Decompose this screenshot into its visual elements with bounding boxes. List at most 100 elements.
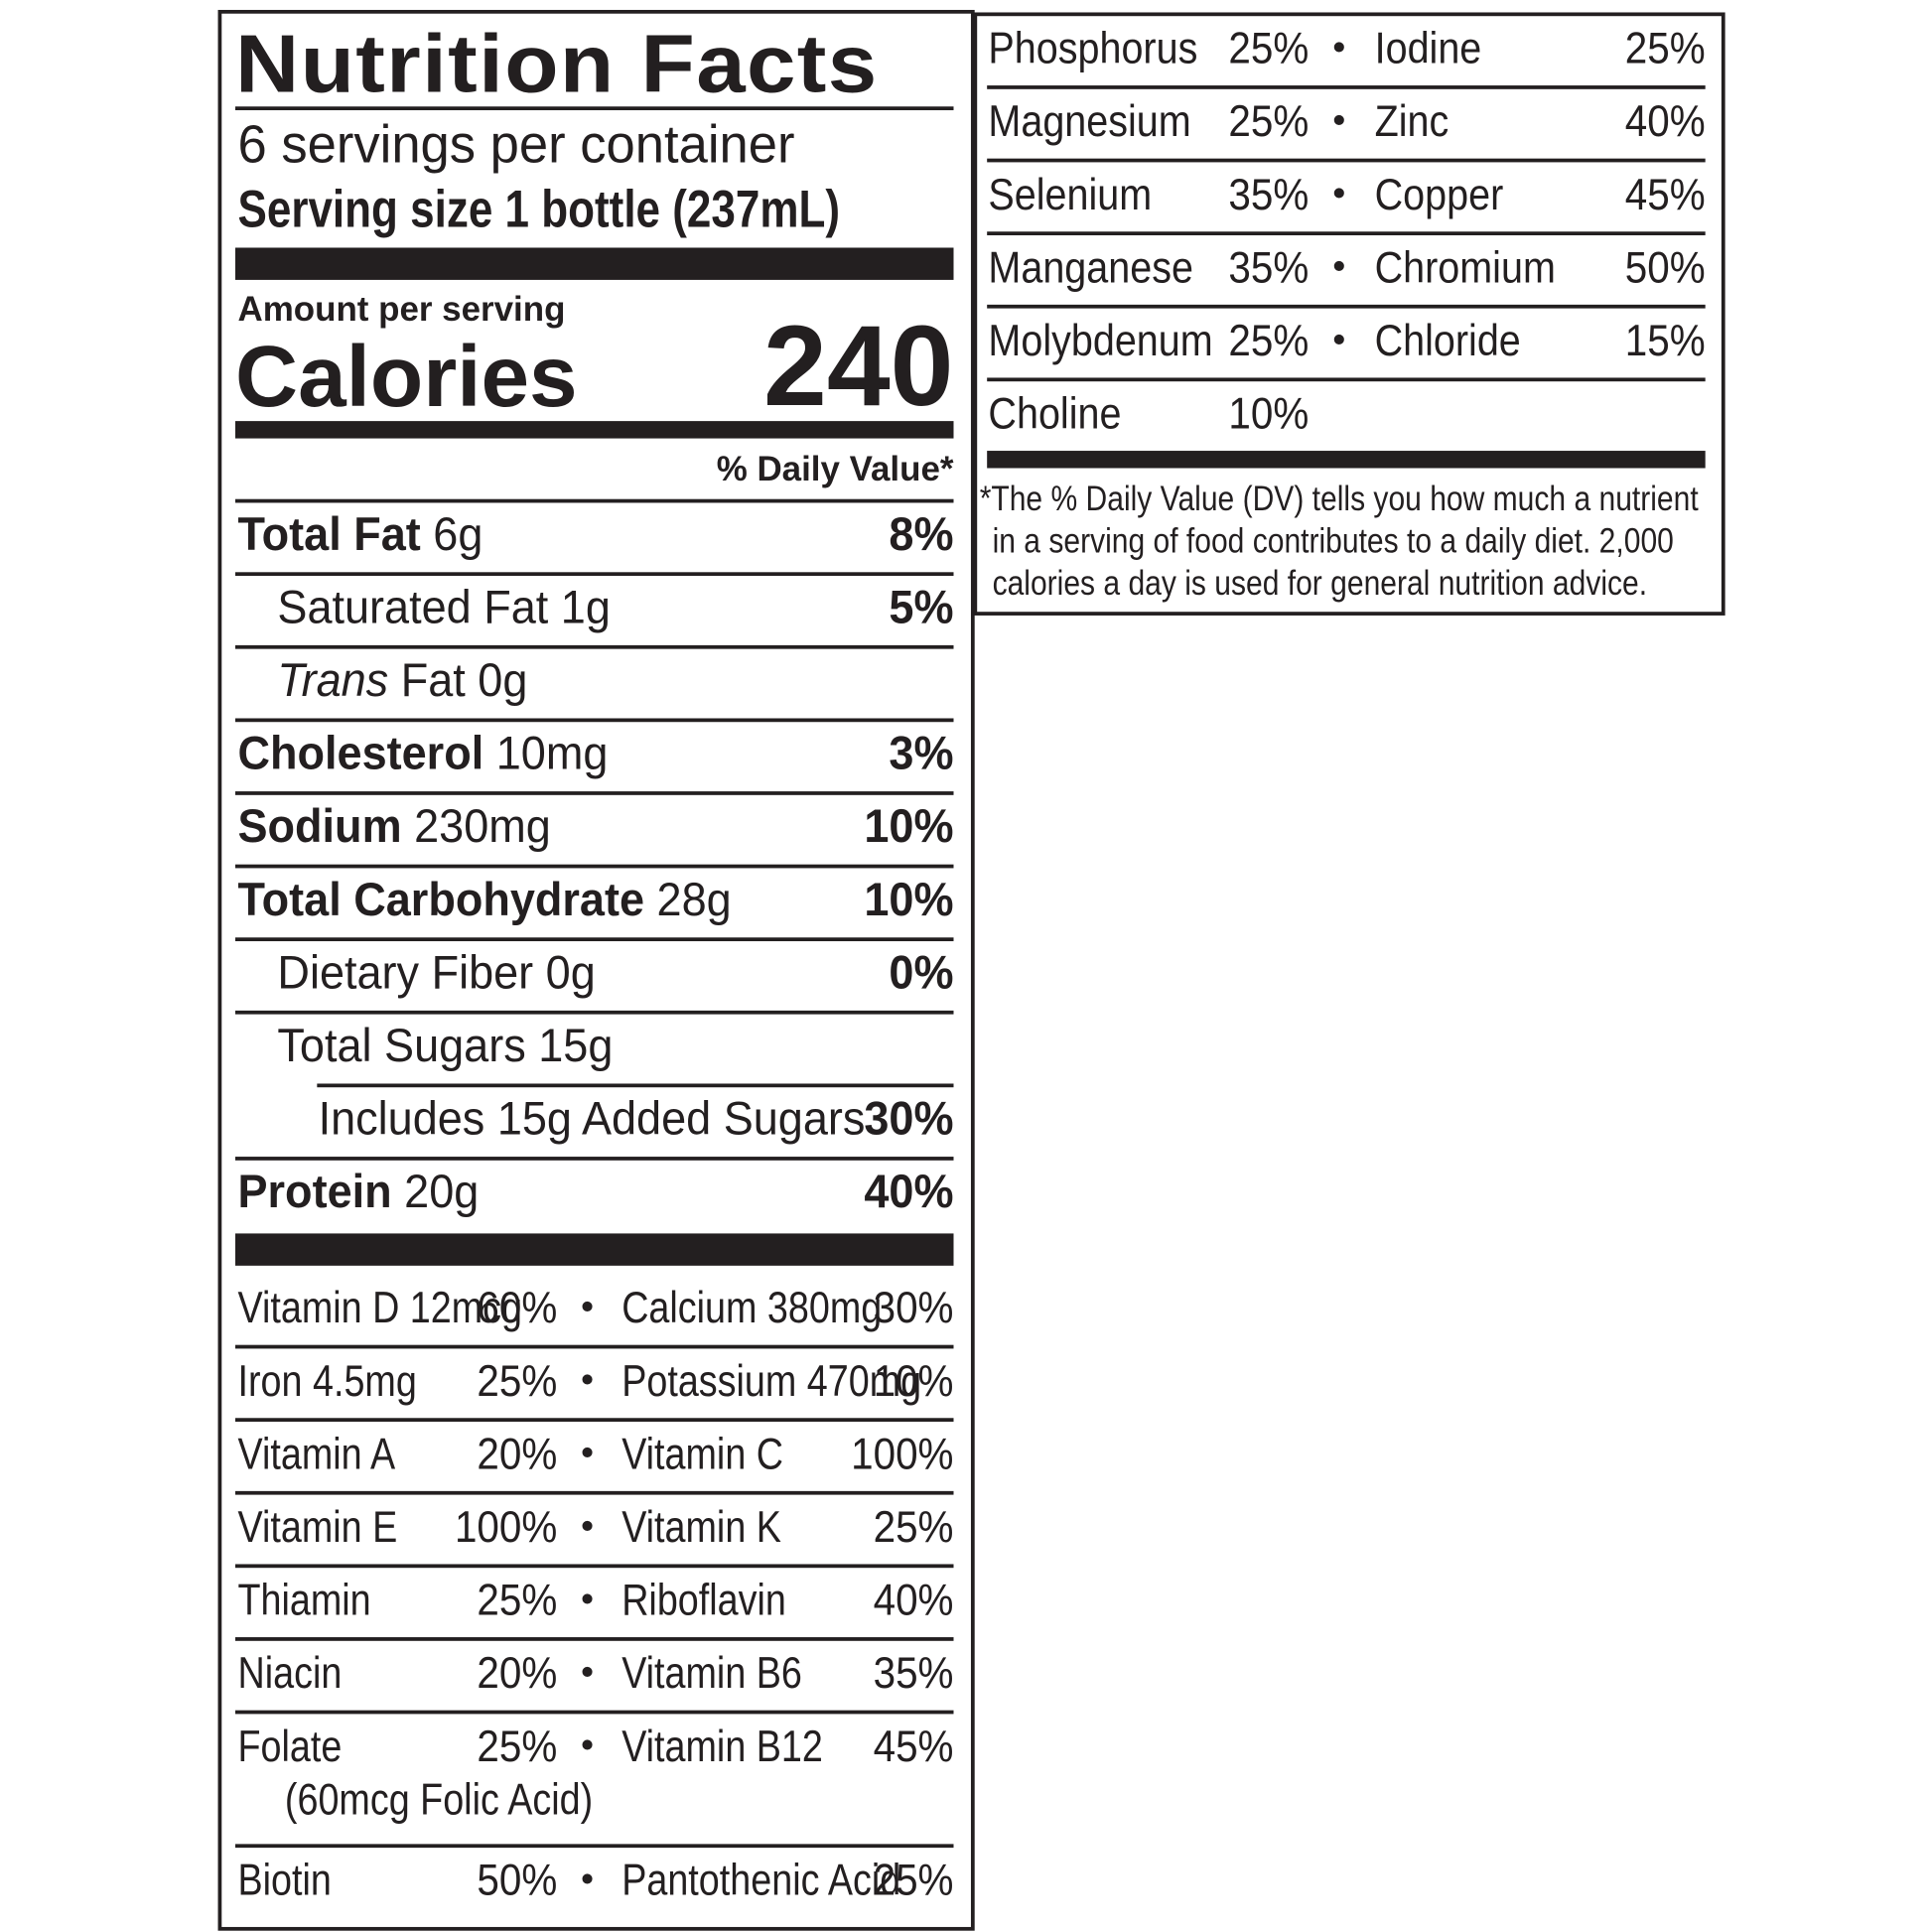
nutrient-name: Includes 15g Added Sugars	[318, 1093, 866, 1147]
mineral-dv-text: 35%	[1228, 168, 1310, 220]
nutrient-dv: 3%	[889, 731, 953, 777]
nutrient-dv-text: 8%	[889, 508, 954, 562]
vitamin-name-text: Potassium 470mg	[621, 1354, 922, 1407]
vitamin-dv: 100%	[455, 1504, 557, 1550]
nutrient-amount: 0g	[478, 655, 528, 708]
nutrient-row: Includes 15g Added Sugars	[319, 1096, 866, 1143]
mineral-dv-text: 10%	[1228, 387, 1310, 439]
vitamin-name-text: Vitamin B6	[621, 1647, 802, 1699]
vitamin-dv: 25%	[874, 1858, 954, 1902]
mineral-dv-text: 25%	[1228, 315, 1310, 366]
rule	[987, 304, 1706, 309]
mineral-dv-text: 35%	[1228, 241, 1310, 293]
vitamin-note: (60mcg Folic Acid)	[285, 1777, 593, 1822]
bullet: •	[581, 1725, 595, 1767]
nutrient-name: Fat	[400, 655, 466, 708]
bullet: •	[1332, 174, 1346, 215]
vitamin-dv: 25%	[477, 1578, 557, 1623]
mineral-name-text: Manganese	[988, 241, 1193, 293]
nutrient-row: Cholesterol 10mg	[238, 731, 609, 777]
rule	[235, 791, 954, 795]
bullet: •	[1332, 27, 1346, 69]
nutrient-amount: 10mg	[495, 728, 609, 781]
vitamin-name: Thiamin	[238, 1578, 371, 1623]
nutrient-dv-text: 5%	[889, 582, 954, 634]
nutrient-italic: Trans	[277, 655, 389, 708]
nutrient-row: Sodium 230mg	[238, 804, 551, 851]
mineral-dv-text: 25%	[1228, 95, 1310, 147]
rule	[235, 1710, 954, 1715]
vitamin-dv-text: 25%	[873, 1854, 954, 1905]
vitamin-dv: 60%	[477, 1286, 557, 1330]
nutrient-row: Total Fat 6g	[238, 511, 483, 558]
nutrient-dv-text: 0%	[889, 947, 954, 1000]
vitamin-name: Vitamin C	[621, 1432, 783, 1476]
mineral-name-text: Chromium	[1374, 241, 1556, 293]
mineral-name: Choline	[988, 391, 1121, 437]
vitamin-dv: 35%	[874, 1650, 954, 1696]
vitamin-dv-text: 60%	[477, 1282, 558, 1333]
rule	[317, 1083, 954, 1088]
title: Nutrition Facts	[235, 22, 879, 103]
vitamin-dv-text: 25%	[477, 1720, 558, 1772]
bullet: •	[581, 1859, 595, 1900]
mineral-dv: 40%	[1625, 98, 1706, 144]
vitamin-dv: 25%	[477, 1358, 557, 1404]
nutrient-dv: 10%	[864, 804, 953, 851]
nutrient-row: Dietary Fiber 0g	[277, 950, 595, 997]
vitamin-dv-text: 50%	[477, 1854, 558, 1905]
nutrient-name: Total Sugars	[277, 1021, 526, 1073]
nutrient-dv-text: 10%	[864, 874, 954, 927]
mineral-dv: 35%	[1228, 172, 1309, 217]
mineral-dv-text: 15%	[1624, 315, 1706, 366]
medium-bar	[987, 451, 1706, 469]
vitamin-dv-text: 35%	[873, 1647, 954, 1699]
vitamin-name-text: Vitamin E	[237, 1501, 398, 1553]
rule	[235, 1344, 954, 1349]
rule	[235, 106, 954, 111]
nutrient-name: Total Fat	[237, 508, 421, 562]
nutrient-amount: 28g	[656, 874, 732, 927]
amount-per-serving: Amount per serving	[238, 292, 566, 328]
vitamin-name-text: Folate	[237, 1720, 343, 1772]
main-panel	[217, 9, 975, 1931]
rule	[235, 1418, 954, 1423]
serving-size-text: Serving size 1 bottle (237mL)	[237, 180, 841, 238]
mineral-dv-text: 45%	[1624, 168, 1706, 220]
footnote: *The % Daily Value (DV) tells you how mu…	[979, 479, 1699, 603]
mineral-name-text: Chloride	[1374, 315, 1521, 366]
vitamin-name: Iron 4.5mg	[238, 1358, 417, 1404]
thick-bar	[235, 247, 954, 280]
bullet: •	[581, 1579, 595, 1621]
servings-text: 6 servings per container	[237, 114, 795, 175]
rule	[235, 937, 954, 942]
dv-header-text: % Daily Value*	[716, 450, 954, 489]
mineral-name: Selenium	[988, 172, 1152, 217]
vitamin-name-text: Vitamin K	[621, 1501, 781, 1553]
title-text: Nutrition Facts	[235, 17, 879, 109]
rule	[235, 1564, 954, 1569]
mineral-name-text: Phosphorus	[988, 22, 1198, 73]
mineral-dv-text: 40%	[1624, 95, 1706, 147]
mineral-dv: 25%	[1228, 318, 1309, 363]
mineral-name: Molybdenum	[988, 318, 1212, 363]
nutrient-dv: 30%	[864, 1096, 953, 1143]
mineral-dv: 25%	[1625, 26, 1706, 71]
vitamin-name-text: Thiamin	[237, 1574, 371, 1625]
calories-value-text: 240	[763, 303, 954, 431]
nutrient-dv: 0%	[889, 950, 953, 997]
mineral-name-text: Copper	[1374, 168, 1504, 220]
vitamin-name: Biotin	[238, 1858, 332, 1902]
vitamin-dv: 100%	[851, 1432, 953, 1476]
bullet: •	[1332, 320, 1346, 361]
mineral-dv: 50%	[1625, 245, 1706, 290]
vitamin-name: Calcium 380mg	[621, 1286, 882, 1330]
vitamin-dv-text: 25%	[873, 1501, 954, 1553]
nutrient-name: Saturated Fat	[277, 582, 549, 634]
rule	[987, 231, 1706, 236]
nutrient-dv-text: 30%	[864, 1093, 954, 1147]
vitamin-dv: 25%	[874, 1504, 954, 1550]
vitamin-name-text: Calcium 380mg	[621, 1282, 883, 1333]
vitamin-name: Pantothenic Acid	[621, 1858, 900, 1902]
rule	[235, 1844, 954, 1849]
